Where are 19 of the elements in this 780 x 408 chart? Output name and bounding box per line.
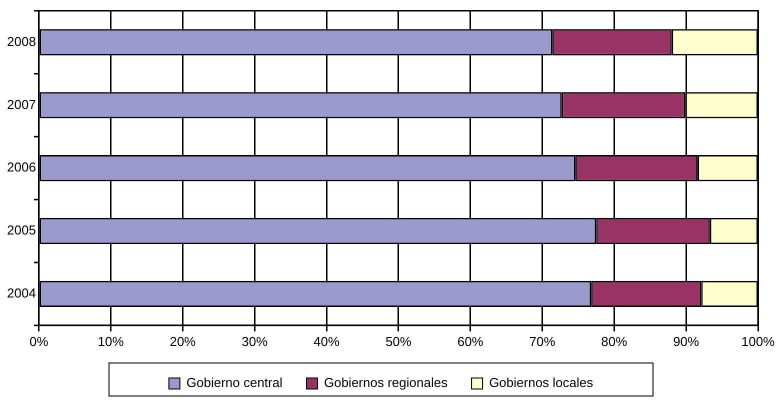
x-tick-label: 20% xyxy=(170,334,196,349)
x-tick-label: 60% xyxy=(457,334,484,349)
x-tick-label: 90% xyxy=(673,334,700,349)
legend-label: Gobiernos regionales xyxy=(324,375,448,390)
legend-label: Gobiernos locales xyxy=(489,375,594,390)
y-tick-label: 2006 xyxy=(7,160,36,175)
x-tick-label: 70% xyxy=(529,334,556,349)
x-tick-label: 40% xyxy=(314,334,340,349)
x-tick-label: 100% xyxy=(741,334,776,349)
y-tick-label: 2004 xyxy=(7,286,36,301)
legend-label: Gobierno central xyxy=(186,375,283,390)
x-tick-label: 0% xyxy=(30,334,49,349)
x-tick-label: 50% xyxy=(385,334,412,349)
y-tick-label: 2005 xyxy=(7,222,36,238)
x-tick-label: 80% xyxy=(601,334,628,349)
x-tick-label: 10% xyxy=(98,334,124,349)
y-tick-label: 2007 xyxy=(7,96,36,112)
x-tick-label: 30% xyxy=(242,334,268,349)
y-tick-label: 2008 xyxy=(7,34,36,49)
